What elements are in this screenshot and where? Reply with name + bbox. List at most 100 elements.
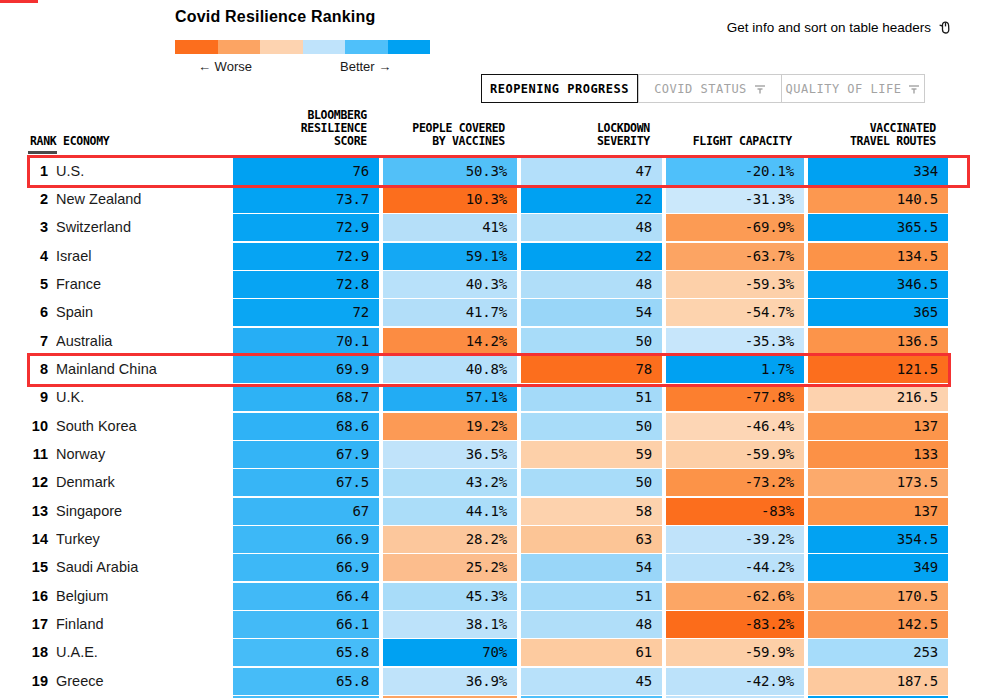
routes-cell: 334 xyxy=(808,158,948,185)
economy-name: U.S. xyxy=(56,158,233,186)
flight-cell: -35.3% xyxy=(666,328,804,355)
table-row: 11Norway67.936.5%59-59.9%133 xyxy=(0,441,1000,469)
economy-name: New Zealand xyxy=(56,186,233,214)
routes-cell: 137 xyxy=(808,413,948,440)
flight-cell: -20.1% xyxy=(666,158,804,185)
lockdown-cell: 59 xyxy=(521,441,662,468)
header-resilience-score[interactable]: BLOOMBERG RESILIENCE SCORE xyxy=(233,109,379,152)
routes-cell: 142.5 xyxy=(808,611,948,638)
economy-name: South Korea xyxy=(56,413,233,441)
header-people-covered-by-vaccines[interactable]: PEOPLE COVERED BY VACCINES xyxy=(383,122,517,152)
economy-name: Greece xyxy=(56,668,233,696)
economy-name: Denmark xyxy=(56,469,233,497)
vaccines-cell: 40.8% xyxy=(383,356,517,383)
sort-hint-text: Get info and sort on table headers xyxy=(727,20,931,35)
rank-value: 2 xyxy=(30,186,48,214)
flight-cell: -42.9% xyxy=(666,668,804,695)
lockdown-cell: 45 xyxy=(521,668,662,695)
vaccines-cell: 41.7% xyxy=(383,299,517,326)
table-row: 16Belgium66.445.3%51-62.6%170.5 xyxy=(0,583,1000,611)
economy-name: Saudi Arabia xyxy=(56,554,233,582)
rank-value: 8 xyxy=(30,356,48,384)
tab-quality-of-life[interactable]: QUALITY OF LIFE xyxy=(782,75,924,102)
legend-swatch-3 xyxy=(303,40,346,54)
lockdown-cell: 22 xyxy=(521,243,662,270)
flight-cell: -62.6% xyxy=(666,583,804,610)
vaccines-cell: 14.2% xyxy=(383,328,517,355)
flight-cell: -39.2% xyxy=(666,526,804,553)
routes-cell: 365.5 xyxy=(808,214,948,241)
score-cell: 68.7 xyxy=(233,384,379,411)
vaccines-cell: 57.1% xyxy=(383,384,517,411)
economy-name: Finland xyxy=(56,611,233,639)
flight-cell: -63.7% xyxy=(666,243,804,270)
tab-covid-status[interactable]: COVID STATUS xyxy=(639,75,781,102)
score-cell: 66.9 xyxy=(233,526,379,553)
legend-swatch-5 xyxy=(388,40,431,54)
flight-cell: -83.2% xyxy=(666,611,804,638)
routes-cell: 121.5 xyxy=(808,356,948,383)
routes-cell: 137 xyxy=(808,498,948,525)
sort-hint: Get info and sort on table headers xyxy=(727,20,952,35)
page-title: Covid Resilience Ranking xyxy=(175,8,375,26)
legend-worse-label: ← Worse xyxy=(198,59,252,74)
rank-value: 11 xyxy=(30,441,48,469)
routes-cell: 173.5 xyxy=(808,469,948,496)
flight-cell: -59.9% xyxy=(666,441,804,468)
flight-cell: -46.4% xyxy=(666,413,804,440)
table-top-tick xyxy=(28,151,57,154)
score-cell: 66.4 xyxy=(233,583,379,610)
vaccines-cell: 38.1% xyxy=(383,611,517,638)
lockdown-cell: 54 xyxy=(521,554,662,581)
vaccines-cell: 44.1% xyxy=(383,498,517,525)
header-flight-capacity[interactable]: FLIGHT CAPACITY xyxy=(666,135,804,152)
routes-cell: 354.5 xyxy=(808,526,948,553)
vaccines-cell: 50.3% xyxy=(383,158,517,185)
rank-value: 4 xyxy=(30,243,48,271)
legend-swatch-2 xyxy=(260,40,303,54)
score-cell: 66.1 xyxy=(233,611,379,638)
economy-name: Spain xyxy=(56,299,233,327)
score-cell: 73.7 xyxy=(233,186,379,213)
flight-cell: -73.2% xyxy=(666,469,804,496)
table-row: 12Denmark67.543.2%50-73.2%173.5 xyxy=(0,469,1000,497)
lockdown-cell: 50 xyxy=(521,469,662,496)
legend-swatch-1 xyxy=(218,40,261,54)
lockdown-cell: 61 xyxy=(521,639,662,666)
lockdown-cell: 50 xyxy=(521,328,662,355)
lockdown-cell: 48 xyxy=(521,611,662,638)
routes-cell: 349 xyxy=(808,554,948,581)
routes-cell: 170.5 xyxy=(808,583,948,610)
lockdown-cell: 54 xyxy=(521,299,662,326)
vaccines-cell: 43.2% xyxy=(383,469,517,496)
table-row: 4Israel72.959.1%22-63.7%134.5 xyxy=(0,243,1000,271)
flight-cell: -69.9% xyxy=(666,214,804,241)
header-vaccinated-travel-routes[interactable]: VACCINATED TRAVEL ROUTES xyxy=(808,122,948,152)
header-rank[interactable]: RANK ECONOMY xyxy=(30,135,56,152)
rank-value: 3 xyxy=(30,214,48,242)
rank-value: 15 xyxy=(30,554,48,582)
rank-value: 19 xyxy=(30,668,48,696)
table-row: 15Saudi Arabia66.925.2%54-44.2%349 xyxy=(0,554,1000,582)
flight-cell: -44.2% xyxy=(666,554,804,581)
routes-cell: 136.5 xyxy=(808,328,948,355)
rank-value: 7 xyxy=(30,328,48,356)
table-row: 14Turkey66.928.2%63-39.2%354.5 xyxy=(0,526,1000,554)
filter-icon xyxy=(908,83,920,95)
lockdown-cell: 48 xyxy=(521,214,662,241)
header-lockdown-severity[interactable]: LOCKDOWN SEVERITY xyxy=(521,122,662,152)
legend-better-label: Better → xyxy=(340,59,391,74)
table-row: 19Greece65.836.9%45-42.9%187.5 xyxy=(0,668,1000,696)
vaccines-cell: 25.2% xyxy=(383,554,517,581)
lockdown-cell: 78 xyxy=(521,356,662,383)
score-cell: 67.5 xyxy=(233,469,379,496)
economy-name: Turkey xyxy=(56,526,233,554)
economy-name: Belgium xyxy=(56,583,233,611)
table-header-row: RANK ECONOMY BLOOMBERG RESILIENCE SCORE … xyxy=(0,100,1000,152)
flight-cell: 1.7% xyxy=(666,356,804,383)
score-cell: 65.8 xyxy=(233,639,379,666)
tab-reopening-progress[interactable]: REOPENING PROGRESS xyxy=(481,74,638,103)
flight-cell: -31.3% xyxy=(666,186,804,213)
table-row: 2New Zealand73.710.3%22-31.3%140.5 xyxy=(0,186,1000,214)
table-row: 1U.S.7650.3%47-20.1%334 xyxy=(0,158,1000,186)
